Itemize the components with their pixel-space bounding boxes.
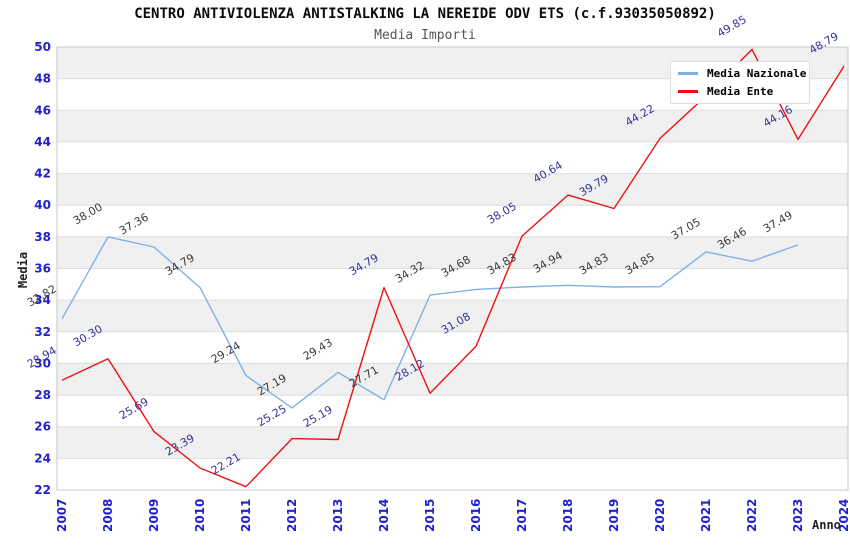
legend-line-swatch-red-icon	[678, 90, 698, 93]
y-axis-title: Media	[16, 251, 30, 289]
plot-band	[57, 300, 848, 332]
plot-band	[57, 426, 848, 459]
y-tick-label: 28	[34, 388, 51, 402]
data-label: 29.24	[209, 339, 243, 366]
y-tick-label: 36	[34, 262, 51, 276]
x-tick-label: 2008	[101, 499, 115, 532]
x-tick-label: 2022	[745, 499, 759, 532]
x-tick-label: 2021	[699, 499, 713, 532]
y-tick-label: 24	[34, 451, 51, 465]
x-tick-label: 2018	[561, 499, 575, 532]
y-tick-label: 30	[34, 356, 51, 370]
legend-line-swatch-blue-icon	[678, 72, 698, 75]
legend-item-media-nazionale: Media Nazionale	[678, 67, 806, 80]
data-label: 37.36	[117, 211, 151, 238]
x-tick-label: 2007	[55, 499, 69, 532]
plot-band	[57, 110, 848, 142]
x-tick-label: 2015	[423, 499, 437, 532]
legend: Media Nazionale Media Ente	[670, 61, 810, 104]
y-tick-label: 44	[34, 135, 51, 149]
series-line-media-nazionale	[61, 236, 799, 409]
y-tick-label: 26	[34, 420, 51, 434]
plot-band	[57, 236, 848, 269]
y-tick-label: 42	[34, 167, 51, 181]
data-label: 37.49	[761, 208, 795, 235]
y-tick-label: 40	[34, 198, 51, 212]
plot-border	[56, 46, 849, 491]
x-tick-label: 2019	[607, 499, 621, 532]
x-tick-label: 2009	[147, 499, 161, 532]
x-tick-label: 2023	[791, 499, 805, 532]
y-tick-label: 50	[34, 40, 51, 54]
plot-band	[57, 363, 848, 396]
x-tick-label: 2017	[515, 499, 529, 532]
plot-band	[57, 173, 848, 206]
legend-item-media-ente: Media Ente	[678, 85, 802, 98]
x-axis-title: Anno	[812, 518, 841, 532]
y-tick-label: 46	[34, 103, 51, 117]
data-label: 25.19	[301, 403, 335, 430]
y-tick-label: 38	[34, 230, 51, 244]
x-tick-label: 2013	[331, 499, 345, 532]
x-tick-label: 2011	[239, 499, 253, 532]
x-tick-label: 2014	[377, 499, 391, 532]
x-tick-label: 2024	[837, 499, 850, 532]
y-tick-label: 32	[34, 325, 51, 339]
legend-label: Media Ente	[707, 85, 774, 98]
y-tick-label: 34	[34, 293, 51, 307]
x-tick-label: 2010	[193, 499, 207, 532]
data-label: 25.25	[255, 402, 289, 429]
y-tick-label: 22	[34, 483, 51, 497]
x-tick-label: 2020	[653, 499, 667, 532]
data-label: 29.43	[301, 336, 335, 363]
chart-subtitle: Media Importi	[374, 28, 476, 43]
x-tick-label: 2016	[469, 499, 483, 532]
chart-title: CENTRO ANTIVIOLENZA ANTISTALKING LA NERE…	[134, 6, 716, 22]
x-tick-label: 2012	[285, 499, 299, 532]
y-tick-label: 48	[34, 72, 51, 86]
legend-label: Media Nazionale	[707, 67, 807, 80]
data-label: 49.85	[715, 13, 749, 40]
